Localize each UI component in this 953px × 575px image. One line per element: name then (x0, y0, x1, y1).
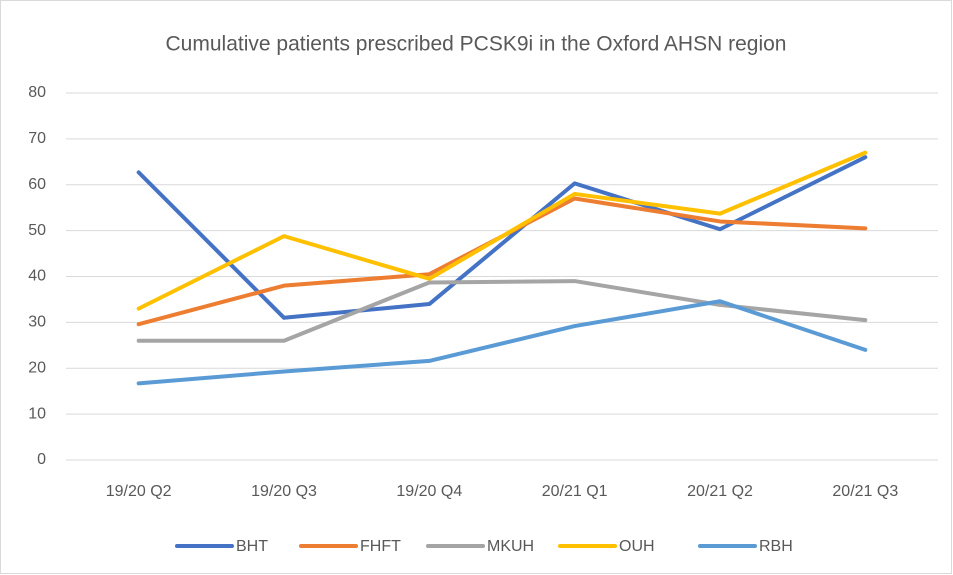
x-tick-label: 20/21 Q3 (832, 483, 898, 500)
x-tick-label: 19/20 Q2 (106, 483, 172, 500)
legend-label: OUH (619, 538, 655, 555)
y-tick-label: 50 (28, 222, 46, 239)
x-tick-label: 19/20 Q3 (251, 483, 317, 500)
series-line (136, 299, 868, 386)
legend-label: RBH (759, 538, 793, 555)
chart-title: Cumulative patients prescribed PCSK9i in… (166, 33, 787, 56)
legend-label: FHFT (360, 538, 401, 555)
y-tick-label: 60 (28, 176, 46, 193)
x-tick-label: 19/20 Q4 (396, 483, 462, 500)
legend-label: BHT (236, 538, 268, 555)
y-tick-label: 30 (28, 314, 46, 331)
y-tick-label: 10 (28, 405, 46, 422)
y-tick-label: 0 (37, 451, 46, 468)
legend-label: MKUH (487, 538, 534, 555)
y-tick-label: 70 (28, 130, 46, 147)
series-line (136, 150, 868, 311)
y-tick-label: 80 (28, 84, 46, 101)
y-tick-label: 40 (28, 268, 46, 285)
x-tick-label: 20/21 Q2 (687, 483, 753, 500)
y-tick-label: 20 (28, 359, 46, 376)
x-tick-label: 20/21 Q1 (542, 483, 608, 500)
